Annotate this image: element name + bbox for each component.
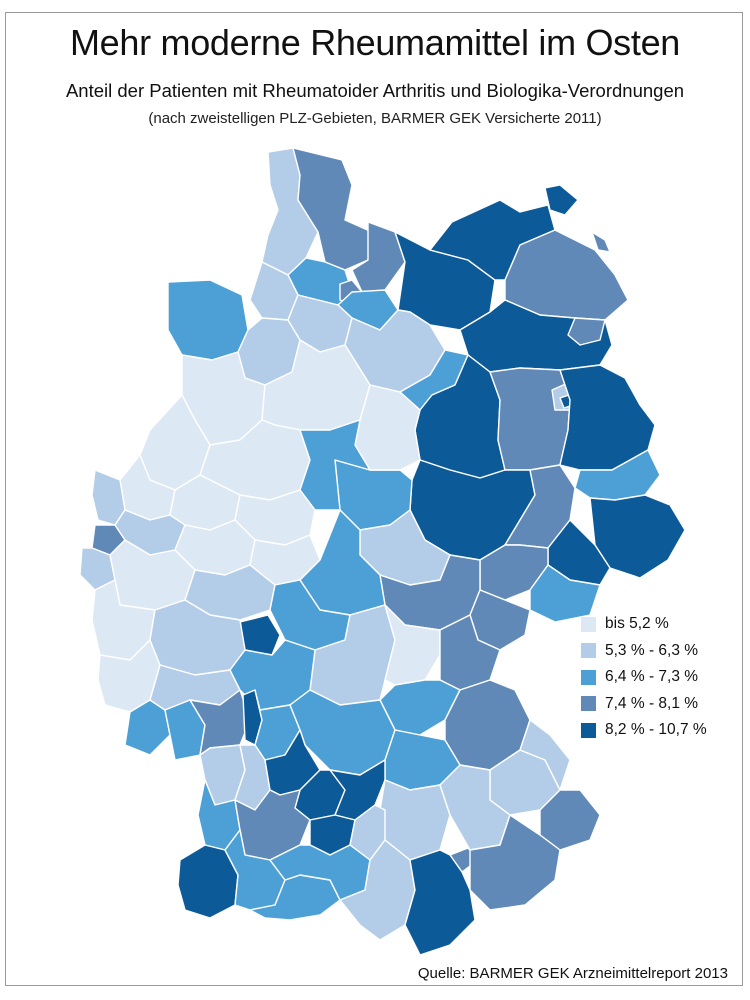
legend-item: 8,2 % - 10,7 % <box>581 717 707 744</box>
map-legend: bis 5,2 % 5,3 % - 6,3 % 6,4 % - 7,3 % 7,… <box>581 611 707 744</box>
legend-item: bis 5,2 % <box>581 611 707 638</box>
figure-frame <box>5 12 743 986</box>
region-frankfurt <box>239 614 281 656</box>
region-vorpommern <box>504 229 629 321</box>
region-ruegen <box>544 184 579 216</box>
region-usedom <box>591 231 611 253</box>
region-berlin-north <box>489 367 571 471</box>
legend-swatch <box>581 669 596 685</box>
source-note: Quelle: BARMER GEK Arzneimittelreport 20… <box>417 965 728 982</box>
legend-item: 5,3 % - 6,3 % <box>581 638 707 665</box>
region-sh-east <box>292 147 373 271</box>
map-subtitle: Anteil der Patienten mit Rheumatoider Ar… <box>65 80 685 101</box>
legend-label: 7,4 % - 8,1 % <box>605 694 699 712</box>
region-chemnitz <box>529 564 601 623</box>
region-rosenheim <box>469 814 561 911</box>
legend-swatch <box>581 616 596 632</box>
region-uckermark <box>567 317 606 346</box>
legend-label: 8,2 % - 10,7 % <box>605 721 707 739</box>
legend-label: 5,3 % - 6,3 % <box>605 641 699 659</box>
legend-item: 6,4 % - 7,3 % <box>581 664 707 691</box>
legend-swatch <box>581 643 596 659</box>
region-kassel <box>299 419 371 511</box>
legend-swatch <box>581 696 596 712</box>
map-title: Mehr moderne Rheumamittel im Osten <box>69 22 681 63</box>
legend-swatch <box>581 722 596 738</box>
legend-label: bis 5,2 % <box>605 615 669 633</box>
region-ostfriesland <box>167 279 249 361</box>
legend-label: 6,4 % - 7,3 % <box>605 668 699 686</box>
legend-item: 7,4 % - 8,1 % <box>581 691 707 718</box>
map-note: (nach zweistelligen PLZ-Gebieten, BARMER… <box>148 110 602 127</box>
region-garmisch <box>404 849 476 956</box>
